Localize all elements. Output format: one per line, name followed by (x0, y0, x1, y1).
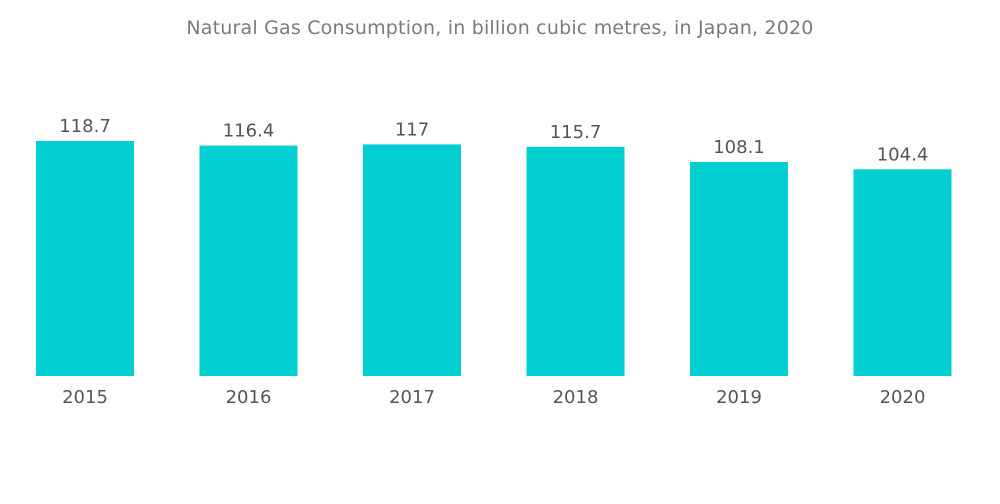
bar-2017 (363, 144, 461, 376)
value-label-2020: 104.4 (877, 144, 929, 165)
x-tick-label-2018: 2018 (553, 387, 599, 408)
bar-2018 (526, 146, 625, 376)
x-tick-label-2017: 2017 (389, 387, 435, 408)
value-label-2016: 116.4 (223, 121, 275, 142)
x-tick-label-2015: 2015 (62, 387, 108, 408)
x-tick-label-2019: 2019 (716, 387, 762, 408)
value-label-2018: 115.7 (550, 122, 602, 143)
x-tick-label-2020: 2020 (880, 387, 926, 408)
value-label-2019: 108.1 (713, 137, 765, 158)
bar-2015 (36, 141, 134, 376)
bar-2020 (853, 169, 952, 376)
bar-2016 (199, 145, 298, 376)
value-label-2015: 118.7 (59, 116, 111, 137)
bar-2019 (690, 162, 788, 376)
x-tick-label-2016: 2016 (226, 387, 272, 408)
chart-title: Natural Gas Consumption, in billion cubi… (186, 17, 814, 39)
value-label-2017: 117 (395, 119, 429, 140)
